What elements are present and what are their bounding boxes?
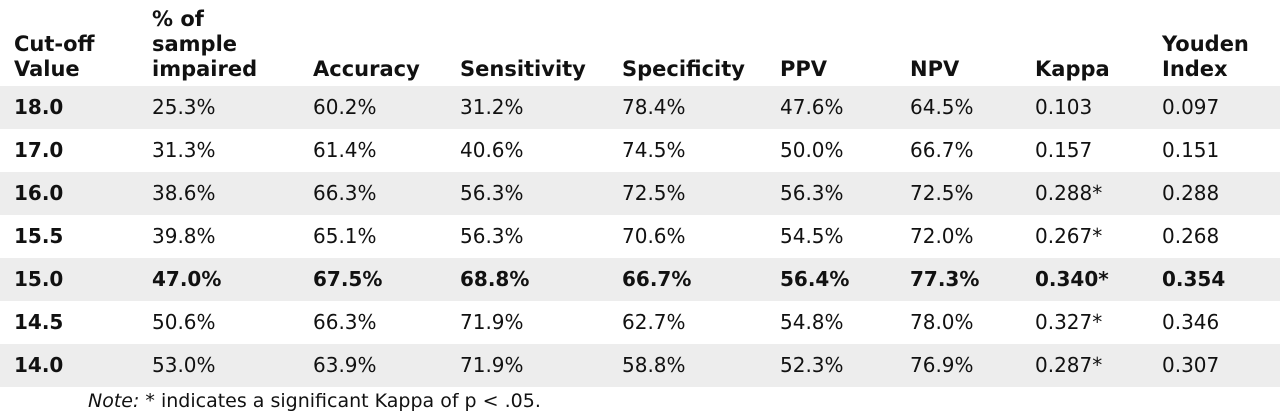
table-row: 15.0 47.0% 67.5% 68.8% 66.7% 56.4% 77.3% 0.340*…	[0, 258, 1280, 301]
table-cell: 67.5%	[313, 267, 383, 291]
table-cell: 76.9%	[910, 353, 974, 377]
row-cutoff-cell: 16.0	[14, 181, 64, 205]
table-cell: 66.3%	[313, 310, 377, 334]
table-cell: 56.4%	[780, 267, 850, 291]
table-cell: 68.8%	[460, 267, 530, 291]
table-note: Note: * indicates a significant Kappa of…	[88, 388, 541, 414]
table-cell: 39.8%	[152, 224, 216, 248]
table-cell: 0.327*	[1035, 310, 1103, 334]
table-cell: 54.8%	[780, 310, 844, 334]
row-cutoff-cell: 18.0	[14, 95, 64, 119]
table-cell: 72.5%	[622, 181, 686, 205]
header-npv: NPV	[910, 57, 960, 81]
table-cell: 58.8%	[622, 353, 686, 377]
table-cell: 0.288*	[1035, 181, 1103, 205]
table-cell: 71.9%	[460, 353, 524, 377]
table-row: 16.0 38.6% 66.3% 56.3% 72.5% 56.3% 72.5% 0.288*…	[0, 172, 1280, 215]
table-cell: 50.6%	[152, 310, 216, 334]
header-kappa: Kappa	[1035, 57, 1110, 81]
table-row: 14.5 50.6% 66.3% 71.9% 62.7% 54.8% 78.0% 0.327*…	[0, 301, 1280, 344]
table-cell: 62.7%	[622, 310, 686, 334]
header-cutoff-value: Cut-off Value	[14, 32, 95, 81]
row-cutoff-cell: 14.0	[14, 353, 64, 377]
table-row: 17.0 31.3% 61.4% 40.6% 74.5% 50.0% 66.7% 0.157 0…	[0, 129, 1280, 172]
table-cell: 63.9%	[313, 353, 377, 377]
table-cell: 31.2%	[460, 95, 524, 119]
table-cell: 25.3%	[152, 95, 216, 119]
table-header: Cut-off Value % of sample impaired Accur…	[0, 0, 1280, 86]
table-cell: 0.346	[1162, 310, 1220, 334]
table-cell: 0.354	[1162, 267, 1226, 291]
table-cell: 70.6%	[622, 224, 686, 248]
table-cell: 0.340*	[1035, 267, 1109, 291]
table-cell: 60.2%	[313, 95, 377, 119]
table-cell: 0.288	[1162, 181, 1220, 205]
header-ppv: PPV	[780, 57, 828, 81]
table-cell: 38.6%	[152, 181, 216, 205]
table-cell: 0.287*	[1035, 353, 1103, 377]
table-cell: 47.6%	[780, 95, 844, 119]
table-row: 15.5 39.8% 65.1% 56.3% 70.6% 54.5% 72.0% 0.267*…	[0, 215, 1280, 258]
table-cell: 54.5%	[780, 224, 844, 248]
row-cutoff-cell: 17.0	[14, 138, 64, 162]
table-cell: 0.097	[1162, 95, 1220, 119]
table-cell: 0.267*	[1035, 224, 1103, 248]
table-cell: 72.5%	[910, 181, 974, 205]
table-cell: 72.0%	[910, 224, 974, 248]
table-cell: 47.0%	[152, 267, 222, 291]
table-cell: 0.268	[1162, 224, 1220, 248]
header-percent-impaired: % of sample impaired	[152, 7, 258, 81]
results-table: Cut-off Value % of sample impaired Accur…	[0, 0, 1280, 387]
table-cell: 0.151	[1162, 138, 1220, 162]
table-cell: 74.5%	[622, 138, 686, 162]
header-specificity: Specificity	[622, 57, 745, 81]
header-youden-index: Youden Index	[1162, 32, 1249, 81]
table-cell: 31.3%	[152, 138, 216, 162]
table-cell: 65.1%	[313, 224, 377, 248]
table-cell: 78.4%	[622, 95, 686, 119]
note-label: Note:	[88, 390, 140, 412]
table-cell: 0.307	[1162, 353, 1220, 377]
table-cell: 64.5%	[910, 95, 974, 119]
row-cutoff-cell: 15.0	[14, 267, 64, 291]
note-text: * indicates a significant Kappa of p < .…	[139, 390, 541, 412]
table-cell: 66.7%	[910, 138, 974, 162]
table-cell: 66.7%	[622, 267, 692, 291]
table-row: 18.0 25.3% 60.2% 31.2% 78.4% 47.6% 64.5% 0.103 0…	[0, 86, 1280, 129]
header-sensitivity: Sensitivity	[460, 57, 586, 81]
table-body: 18.0 25.3% 60.2% 31.2% 78.4% 47.6% 64.5% 0.103 0…	[0, 86, 1280, 387]
table-cell: 0.103	[1035, 95, 1093, 119]
table-cell: 0.157	[1035, 138, 1093, 162]
table-cell: 66.3%	[313, 181, 377, 205]
table-cell: 56.3%	[460, 224, 524, 248]
table-cell: 56.3%	[460, 181, 524, 205]
table-cell: 61.4%	[313, 138, 377, 162]
table-cell: 53.0%	[152, 353, 216, 377]
table-cell: 71.9%	[460, 310, 524, 334]
table-row: 14.0 53.0% 63.9% 71.9% 58.8% 52.3% 76.9% 0.287*…	[0, 344, 1280, 387]
table-cell: 77.3%	[910, 267, 980, 291]
table-cell: 50.0%	[780, 138, 844, 162]
table-cell: 40.6%	[460, 138, 524, 162]
table-cell: 78.0%	[910, 310, 974, 334]
table-cell: 52.3%	[780, 353, 844, 377]
table-cell: 56.3%	[780, 181, 844, 205]
row-cutoff-cell: 14.5	[14, 310, 64, 334]
row-cutoff-cell: 15.5	[14, 224, 64, 248]
header-accuracy: Accuracy	[313, 57, 420, 81]
